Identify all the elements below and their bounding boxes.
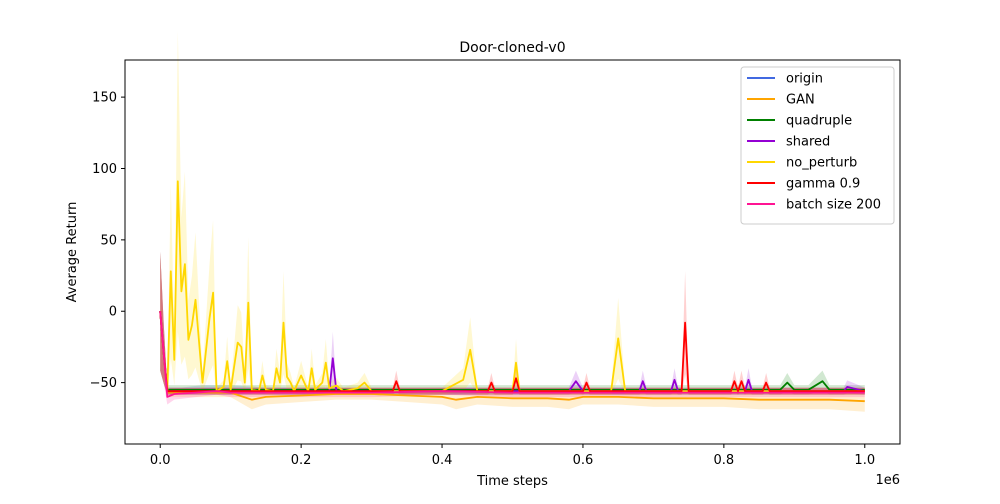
y-tick-label: −50 [90, 376, 117, 391]
y-tick-label: 50 [100, 233, 117, 248]
band-shared [160, 251, 865, 395]
legend-label-origin: origin [786, 72, 823, 87]
series-line-origin [159, 311, 865, 393]
x-axis-offset-label: 1e6 [875, 473, 900, 488]
band-origin [160, 251, 865, 395]
legend-label-gan: GAN [786, 93, 815, 108]
legend: origin GAN quadruple shared no_perturbgamma … [740, 66, 895, 225]
y-axis-label: Average Return [65, 202, 80, 303]
x-tick-label: 0.6 [573, 453, 594, 468]
series-line-gan [159, 311, 865, 403]
legend-label-gamma-0-9: gamma 0.9 [786, 177, 860, 192]
x-tick-label: 1.0 [854, 453, 875, 468]
y-tick-label: 0 [109, 305, 117, 320]
series-line-shared [159, 311, 866, 393]
legend-label-shared: shared [786, 135, 830, 150]
band-batch-size-200 [160, 251, 865, 405]
series-line-quadruple [159, 311, 865, 391]
legend-label-batch-size-200: batch size 200 [786, 198, 881, 213]
y-tick-label: 150 [92, 91, 117, 106]
x-tick-label: 0.4 [432, 453, 453, 468]
x-tick-label: 0.8 [714, 453, 735, 468]
chart-title: Door-cloned-v0 [459, 40, 565, 56]
y-axis-ticks: −50 0 50 100 150 [90, 91, 125, 391]
band-quadruple [160, 251, 865, 395]
y-tick-label: 100 [92, 162, 117, 177]
x-axis-label: Time steps [476, 474, 548, 489]
legend-label-quadruple: quadruple [786, 114, 852, 129]
x-axis-ticks: 0.0 0.2 0.4 0.6 0.8 1.0 [150, 444, 875, 468]
band-gan [160, 251, 865, 412]
series-line-gamma-0-9 [159, 311, 865, 393]
legend-box [740, 66, 895, 225]
legend-label-no-perturb: no_perturb [786, 156, 857, 171]
series-line-batch-size-200 [159, 311, 865, 398]
band-gamma-0-9 [160, 251, 865, 395]
axes-frame [124, 59, 901, 445]
series-lines [159, 180, 866, 403]
x-tick-label: 0.0 [150, 453, 171, 468]
x-tick-label: 0.2 [291, 453, 312, 468]
